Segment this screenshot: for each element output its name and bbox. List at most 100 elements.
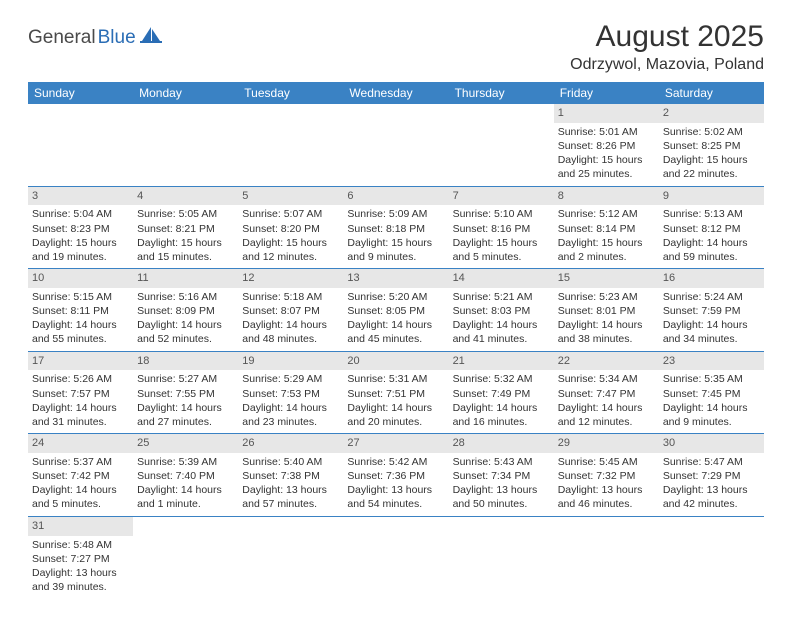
weekday-header: Saturday — [659, 82, 764, 104]
calendar-day-cell: 27Sunrise: 5:42 AMSunset: 7:36 PMDayligh… — [343, 434, 448, 517]
day-number: 17 — [28, 352, 133, 371]
day-number: 15 — [554, 269, 659, 288]
weekday-header: Sunday — [28, 82, 133, 104]
calendar-day-cell: 4Sunrise: 5:05 AMSunset: 8:21 PMDaylight… — [133, 186, 238, 269]
daylight-text: Daylight: 14 hours and 52 minutes. — [137, 318, 234, 346]
daylight-text: Daylight: 14 hours and 38 minutes. — [558, 318, 655, 346]
sunrise-text: Sunrise: 5:02 AM — [663, 125, 760, 139]
calendar-week-row: 24Sunrise: 5:37 AMSunset: 7:42 PMDayligh… — [28, 434, 764, 517]
sunset-text: Sunset: 8:03 PM — [453, 304, 550, 318]
day-info: Sunrise: 5:37 AMSunset: 7:42 PMDaylight:… — [28, 453, 133, 516]
day-info: Sunrise: 5:47 AMSunset: 7:29 PMDaylight:… — [659, 453, 764, 516]
calendar-empty-cell — [238, 104, 343, 186]
daylight-text: Daylight: 14 hours and 20 minutes. — [347, 401, 444, 429]
calendar-day-cell: 24Sunrise: 5:37 AMSunset: 7:42 PMDayligh… — [28, 434, 133, 517]
daylight-text: Daylight: 14 hours and 31 minutes. — [32, 401, 129, 429]
day-number: 30 — [659, 434, 764, 453]
daylight-text: Daylight: 15 hours and 19 minutes. — [32, 236, 129, 264]
day-number: 6 — [343, 187, 448, 206]
daylight-text: Daylight: 15 hours and 12 minutes. — [242, 236, 339, 264]
daylight-text: Daylight: 14 hours and 1 minute. — [137, 483, 234, 511]
sunset-text: Sunset: 7:45 PM — [663, 387, 760, 401]
sunrise-text: Sunrise: 5:13 AM — [663, 207, 760, 221]
day-info: Sunrise: 5:31 AMSunset: 7:51 PMDaylight:… — [343, 370, 448, 433]
sunset-text: Sunset: 7:34 PM — [453, 469, 550, 483]
daylight-text: Daylight: 14 hours and 16 minutes. — [453, 401, 550, 429]
calendar-day-cell: 2Sunrise: 5:02 AMSunset: 8:25 PMDaylight… — [659, 104, 764, 186]
sunrise-text: Sunrise: 5:20 AM — [347, 290, 444, 304]
sunrise-text: Sunrise: 5:32 AM — [453, 372, 550, 386]
sunrise-text: Sunrise: 5:26 AM — [32, 372, 129, 386]
daylight-text: Daylight: 14 hours and 9 minutes. — [663, 401, 760, 429]
title-block: August 2025 Odrzywol, Mazovia, Poland — [570, 20, 764, 74]
day-number: 22 — [554, 352, 659, 371]
calendar-empty-cell — [343, 104, 448, 186]
sunset-text: Sunset: 8:25 PM — [663, 139, 760, 153]
calendar-day-cell: 14Sunrise: 5:21 AMSunset: 8:03 PMDayligh… — [449, 269, 554, 352]
day-number: 13 — [343, 269, 448, 288]
sunrise-text: Sunrise: 5:18 AM — [242, 290, 339, 304]
day-info: Sunrise: 5:02 AMSunset: 8:25 PMDaylight:… — [659, 123, 764, 186]
sunrise-text: Sunrise: 5:27 AM — [137, 372, 234, 386]
sunrise-text: Sunrise: 5:34 AM — [558, 372, 655, 386]
day-number: 19 — [238, 352, 343, 371]
day-info: Sunrise: 5:32 AMSunset: 7:49 PMDaylight:… — [449, 370, 554, 433]
weekday-header: Monday — [133, 82, 238, 104]
daylight-text: Daylight: 13 hours and 57 minutes. — [242, 483, 339, 511]
daylight-text: Daylight: 15 hours and 5 minutes. — [453, 236, 550, 264]
day-info: Sunrise: 5:21 AMSunset: 8:03 PMDaylight:… — [449, 288, 554, 351]
daylight-text: Daylight: 14 hours and 55 minutes. — [32, 318, 129, 346]
sunset-text: Sunset: 7:32 PM — [558, 469, 655, 483]
calendar-day-cell: 19Sunrise: 5:29 AMSunset: 7:53 PMDayligh… — [238, 351, 343, 434]
calendar-day-cell: 10Sunrise: 5:15 AMSunset: 8:11 PMDayligh… — [28, 269, 133, 352]
page: GeneralBlue August 2025 Odrzywol, Mazovi… — [0, 0, 792, 618]
day-number: 28 — [449, 434, 554, 453]
sunset-text: Sunset: 8:01 PM — [558, 304, 655, 318]
day-number: 8 — [554, 187, 659, 206]
day-number: 4 — [133, 187, 238, 206]
day-info: Sunrise: 5:10 AMSunset: 8:16 PMDaylight:… — [449, 205, 554, 268]
daylight-text: Daylight: 15 hours and 9 minutes. — [347, 236, 444, 264]
sunset-text: Sunset: 7:27 PM — [32, 552, 129, 566]
day-info: Sunrise: 5:13 AMSunset: 8:12 PMDaylight:… — [659, 205, 764, 268]
calendar-day-cell: 21Sunrise: 5:32 AMSunset: 7:49 PMDayligh… — [449, 351, 554, 434]
calendar-day-cell: 30Sunrise: 5:47 AMSunset: 7:29 PMDayligh… — [659, 434, 764, 517]
daylight-text: Daylight: 13 hours and 42 minutes. — [663, 483, 760, 511]
day-number: 16 — [659, 269, 764, 288]
daylight-text: Daylight: 13 hours and 54 minutes. — [347, 483, 444, 511]
daylight-text: Daylight: 15 hours and 22 minutes. — [663, 153, 760, 181]
calendar-empty-cell — [554, 516, 659, 598]
logo-text-general: General — [28, 27, 96, 49]
day-number: 2 — [659, 104, 764, 123]
daylight-text: Daylight: 14 hours and 12 minutes. — [558, 401, 655, 429]
daylight-text: Daylight: 15 hours and 15 minutes. — [137, 236, 234, 264]
sunrise-text: Sunrise: 5:01 AM — [558, 125, 655, 139]
sunset-text: Sunset: 7:59 PM — [663, 304, 760, 318]
sunset-text: Sunset: 7:47 PM — [558, 387, 655, 401]
month-title: August 2025 — [570, 20, 764, 54]
calendar-day-cell: 13Sunrise: 5:20 AMSunset: 8:05 PMDayligh… — [343, 269, 448, 352]
sunrise-text: Sunrise: 5:16 AM — [137, 290, 234, 304]
sunrise-text: Sunrise: 5:47 AM — [663, 455, 760, 469]
calendar-week-row: 10Sunrise: 5:15 AMSunset: 8:11 PMDayligh… — [28, 269, 764, 352]
day-number: 1 — [554, 104, 659, 123]
day-info: Sunrise: 5:34 AMSunset: 7:47 PMDaylight:… — [554, 370, 659, 433]
calendar-empty-cell — [449, 516, 554, 598]
daylight-text: Daylight: 13 hours and 50 minutes. — [453, 483, 550, 511]
sunset-text: Sunset: 8:26 PM — [558, 139, 655, 153]
sunrise-text: Sunrise: 5:10 AM — [453, 207, 550, 221]
day-number: 7 — [449, 187, 554, 206]
day-number: 18 — [133, 352, 238, 371]
calendar-week-row: 3Sunrise: 5:04 AMSunset: 8:23 PMDaylight… — [28, 186, 764, 269]
weekday-header-row: Sunday Monday Tuesday Wednesday Thursday… — [28, 82, 764, 104]
sunrise-text: Sunrise: 5:04 AM — [32, 207, 129, 221]
calendar-day-cell: 9Sunrise: 5:13 AMSunset: 8:12 PMDaylight… — [659, 186, 764, 269]
day-info: Sunrise: 5:42 AMSunset: 7:36 PMDaylight:… — [343, 453, 448, 516]
daylight-text: Daylight: 14 hours and 34 minutes. — [663, 318, 760, 346]
day-info: Sunrise: 5:18 AMSunset: 8:07 PMDaylight:… — [238, 288, 343, 351]
sunrise-text: Sunrise: 5:48 AM — [32, 538, 129, 552]
day-info: Sunrise: 5:45 AMSunset: 7:32 PMDaylight:… — [554, 453, 659, 516]
day-info: Sunrise: 5:16 AMSunset: 8:09 PMDaylight:… — [133, 288, 238, 351]
calendar-day-cell: 5Sunrise: 5:07 AMSunset: 8:20 PMDaylight… — [238, 186, 343, 269]
calendar-day-cell: 1Sunrise: 5:01 AMSunset: 8:26 PMDaylight… — [554, 104, 659, 186]
